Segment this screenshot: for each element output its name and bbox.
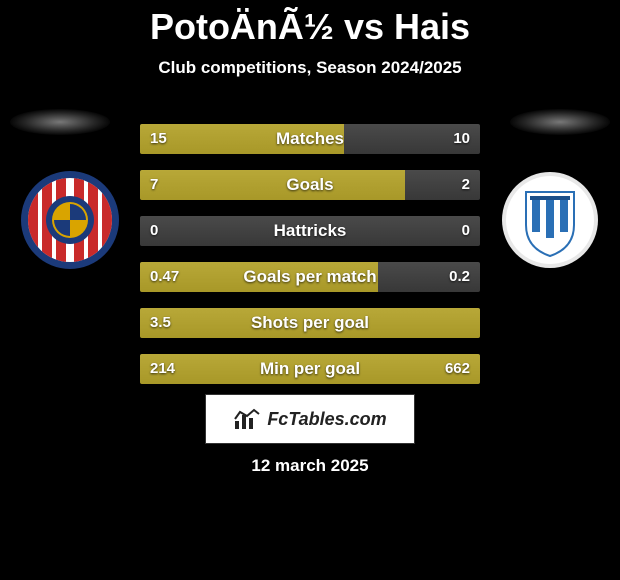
brand-box[interactable]: FcTables.com	[205, 394, 415, 444]
shadow-right	[510, 109, 610, 135]
stat-row: 214662Min per goal	[140, 354, 480, 384]
team-left-logo	[20, 170, 120, 270]
page-title: PotoÄnÃ½ vs Hais	[0, 0, 620, 48]
date-label: 12 march 2025	[0, 456, 620, 476]
subtitle: Club competitions, Season 2024/2025	[0, 58, 620, 78]
stat-row: 1510Matches	[140, 124, 480, 154]
brand-chart-icon	[233, 407, 261, 431]
stat-label: Goals per match	[140, 262, 480, 292]
brand-text: FcTables.com	[267, 409, 386, 430]
stats-bars: 1510Matches 72Goals 00Hattricks 0.470.2Goal…	[140, 124, 480, 400]
stat-row: 3.5Shots per goal	[140, 308, 480, 338]
stat-label: Shots per goal	[140, 308, 480, 338]
stat-label: Matches	[140, 124, 480, 154]
stat-row: 0.470.2Goals per match	[140, 262, 480, 292]
shadow-left	[10, 109, 110, 135]
team-right-logo	[500, 170, 600, 270]
stat-row: 00Hattricks	[140, 216, 480, 246]
stat-label: Goals	[140, 170, 480, 200]
stat-label: Hattricks	[140, 216, 480, 246]
stat-row: 72Goals	[140, 170, 480, 200]
stat-label: Min per goal	[140, 354, 480, 384]
